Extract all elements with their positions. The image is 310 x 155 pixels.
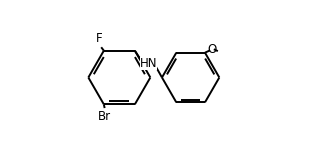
- Text: HN: HN: [140, 57, 157, 70]
- Text: F: F: [96, 32, 103, 45]
- Text: O: O: [207, 43, 217, 56]
- Text: Br: Br: [98, 110, 111, 123]
